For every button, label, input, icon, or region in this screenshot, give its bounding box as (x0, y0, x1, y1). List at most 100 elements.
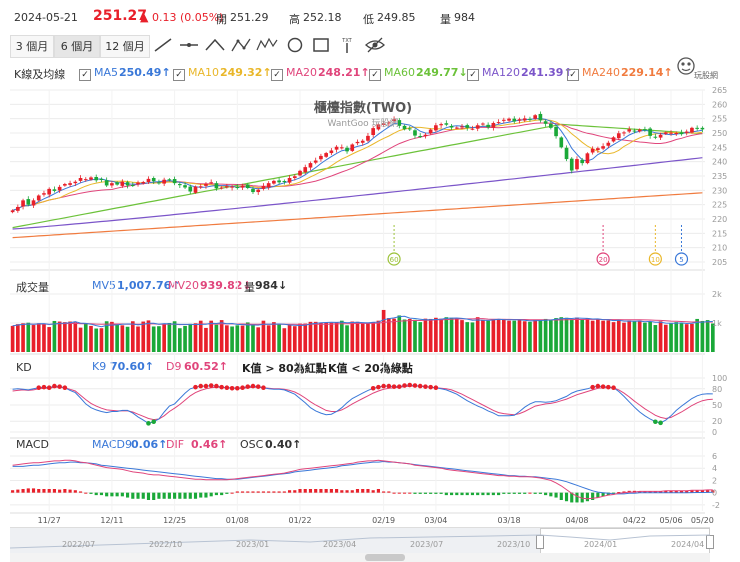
checkbox-icon[interactable]: ✓ (79, 69, 91, 81)
candle-body (308, 163, 313, 168)
osc-bar (559, 492, 563, 500)
checkbox-icon[interactable]: ✓ (173, 69, 185, 81)
osc-bar (544, 492, 548, 496)
volume-bar (42, 323, 46, 352)
ma-toggle-checkbox[interactable]: ✓ (567, 66, 582, 81)
volume-bar (501, 318, 506, 352)
navigator[interactable]: 2022/07 2022/10 2023/01 2023/04 2023/07 2023/… (10, 527, 714, 554)
candle-body (266, 183, 271, 188)
candle-body (282, 181, 287, 183)
range-12m-button[interactable]: 12 個月 (100, 35, 150, 58)
ma-legend-title: K線及均線 (14, 68, 66, 81)
candle-body (387, 122, 391, 124)
kd-overbought-dot (193, 384, 198, 390)
candle-body (507, 118, 511, 121)
checkbox-icon[interactable]: ✓ (271, 69, 283, 81)
volume-bar (454, 318, 459, 352)
osc-bar (497, 492, 501, 496)
circle-tool-icon[interactable] (284, 36, 306, 54)
scrollbar-thumb[interactable] (365, 554, 405, 561)
candle-body (669, 132, 673, 134)
range-6m-button[interactable]: 6 個月 (54, 35, 100, 58)
osc-bar (674, 490, 678, 493)
x-tick-label: 12/11 (100, 516, 123, 525)
ma10-line (12, 119, 703, 211)
osc-bar (429, 492, 433, 494)
osc-bar (162, 492, 166, 499)
candle-body (172, 179, 177, 184)
ma-toggle-checkbox[interactable]: ✓ (271, 66, 286, 81)
abc-pattern-icon[interactable] (230, 36, 252, 54)
osc-bar (690, 490, 694, 493)
kd-overbought-dot (41, 384, 47, 390)
line-tool-icon[interactable] (152, 36, 174, 54)
ma-toggle-checkbox[interactable]: ✓ (467, 66, 482, 81)
volume-bar (47, 327, 52, 352)
osc-bar (444, 492, 448, 496)
macd-tick-label: -2 (712, 501, 720, 510)
candle-body (434, 125, 438, 131)
osc-bar (183, 492, 187, 499)
checkbox-icon[interactable]: ✓ (567, 69, 579, 81)
osc-bar (225, 492, 229, 494)
legend-value: 229.14↑ (621, 66, 673, 79)
osc-bar (685, 490, 689, 493)
horizontal-line-icon[interactable] (178, 36, 200, 54)
candle-body (230, 186, 234, 188)
volume-bar (528, 321, 532, 352)
volume-label: 量 (440, 13, 451, 26)
ma-marker-circle (648, 252, 662, 266)
kd-overbought-dot (600, 384, 606, 389)
candle-body (590, 148, 595, 153)
candle-body (402, 125, 407, 130)
kd-note-overbought: K值 > 80為紅點 (242, 362, 327, 375)
abcde-pattern-icon[interactable] (256, 36, 278, 54)
volume-bar (611, 322, 616, 352)
quote-bar: 2024-05-21 251.27 ▲ 0.13 (0.05%) 開 251.2… (0, 0, 740, 36)
hide-icon[interactable] (364, 36, 386, 54)
x-tick-label: 05/06 (660, 516, 683, 525)
volume-bar (219, 320, 224, 352)
candle-body (549, 123, 553, 128)
candle-body (648, 128, 652, 136)
ma-toggle-checkbox[interactable]: ✓ (79, 66, 94, 81)
rectangle-tool-icon[interactable] (310, 36, 332, 54)
price-tick-label: 235 (712, 172, 727, 181)
candle-body (543, 121, 548, 124)
ma-toggle-checkbox[interactable]: ✓ (369, 66, 384, 81)
osc-bar (591, 492, 595, 500)
kd-overbought-dot (240, 385, 245, 391)
volume-bar (413, 319, 417, 352)
text-tool-icon[interactable]: TXT (336, 36, 358, 54)
candle-body (162, 179, 166, 184)
osc-bar (402, 492, 407, 494)
candle-body (475, 125, 480, 129)
legend-value: 249.77↓ (416, 66, 468, 79)
kd-overbought-dot (590, 384, 595, 390)
osc-bar (679, 490, 684, 493)
candle-body (700, 127, 705, 130)
volume-bar (10, 325, 15, 352)
legend-value: 248.21↑ (318, 66, 370, 79)
osc-bar (293, 490, 297, 493)
navigator-right-handle[interactable] (706, 535, 714, 549)
checkbox-icon[interactable]: ✓ (467, 69, 479, 81)
price-tick-label: 220 (712, 215, 727, 224)
x-tick-label: 03/04 (424, 516, 447, 525)
checkbox-icon[interactable]: ✓ (369, 69, 381, 81)
candle-body (146, 178, 151, 183)
volume-bar (423, 318, 428, 352)
range-3m-button[interactable]: 3 個月 (10, 35, 54, 58)
horizontal-scrollbar[interactable] (10, 553, 710, 562)
candle-body (418, 136, 423, 138)
navigator-date-label: 2022/07 (62, 540, 96, 549)
angle-tool-icon[interactable] (204, 36, 226, 54)
candle-body (214, 183, 219, 189)
candle-body (454, 127, 459, 129)
osc-bar (256, 491, 260, 493)
candle-body (120, 181, 125, 186)
ma-toggle-checkbox[interactable]: ✓ (173, 66, 188, 81)
candle-body (83, 179, 88, 181)
volume-bar (407, 318, 412, 352)
osc-bar (209, 492, 213, 497)
